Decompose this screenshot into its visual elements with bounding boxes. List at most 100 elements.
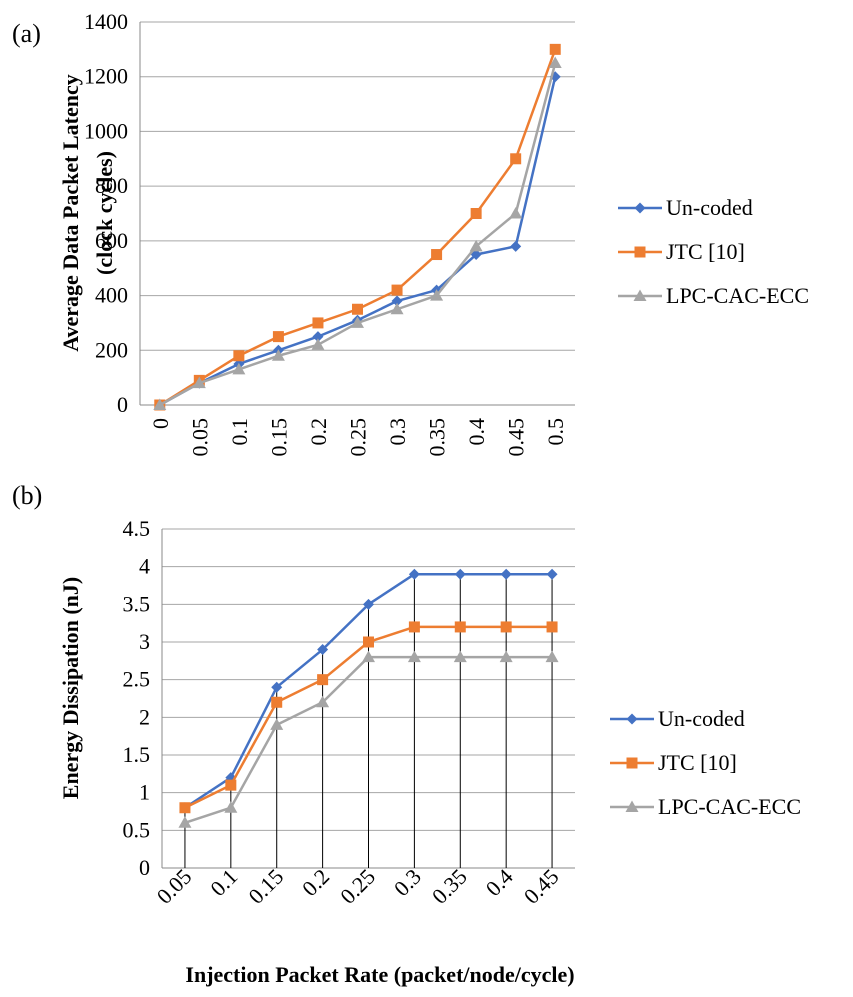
data-point [271,349,285,361]
x-tick-label: 0.1 [205,864,242,901]
data-point [225,779,237,791]
x-tick-label: 0.15 [243,864,288,909]
series-line [159,62,557,407]
data-point [272,331,284,343]
legend-label: Un-coded [658,706,745,731]
data-point [500,568,512,580]
data-point [549,43,561,55]
data-point [363,636,374,648]
x-tick-label: 0.2 [306,418,331,446]
legend-label: JTC [10] [658,750,737,775]
data-point [311,338,325,350]
data-point [179,802,191,814]
data-point [454,621,466,633]
chart-b: (b) Energy Dissipation (nJ) 0 0.5 1 1.5 2 2.5… [12,481,801,909]
x-tick-label: 0.05 [152,864,197,909]
x-tick-label: 0.3 [385,418,410,446]
x-tick-label: 0.45 [504,418,529,457]
data-point [453,650,467,663]
y-ticks-b: 0 0.5 1 1.5 2 2.5 3 3.5 4 4.5 [123,516,151,880]
data-point [271,696,283,708]
data-point [408,621,420,633]
legend-label: LPC-CAC-ECC [666,283,809,308]
data-point [408,568,420,580]
x-ticks-a: 0 0.05 0.1 0.15 0.2 0.25 0.3 0.35 0.4 0.45 0.5 [148,418,568,457]
data-point [153,398,167,410]
data-point [430,289,444,301]
x-tick-label: 0.15 [266,418,291,457]
data-point [316,695,330,708]
x-tick-label: 0.3 [389,864,426,901]
data-point [545,650,559,663]
data-point [391,284,403,296]
data-point [312,317,324,329]
x-tick-label: 0.25 [346,418,371,457]
x-axis-title: Injection Packet Rate (packet/node/cycle… [185,962,574,987]
y-tick-label: 4.5 [123,516,151,541]
x-tick-label: 0.4 [464,418,489,446]
x-tick-label: 0.5 [543,418,568,446]
data-point [192,376,206,389]
data-point [362,650,375,663]
y-axis-title-a-line1: Average Data Packet Latency [58,74,83,352]
legend-label: LPC-CAC-ECC [658,794,801,819]
y-tick-label: 2 [139,704,150,729]
data-point [224,801,238,813]
data-point [546,568,558,580]
series-b [178,568,559,828]
y-tick-label: 1400 [84,9,128,34]
x-tick-label: 0.05 [187,418,212,457]
data-point [510,153,522,165]
panel-label-a: (a) [12,19,41,48]
data-point [391,295,403,307]
data-point [470,249,482,261]
y-tick-label: 1000 [84,118,128,143]
data-point [470,208,482,219]
y-tick-label: 0 [139,855,150,880]
data-point [509,207,523,219]
legend-marker [634,202,646,214]
data-point [178,816,192,828]
data-point [312,331,324,343]
x-tick-label: 0.2 [297,864,334,901]
data-point [431,249,443,261]
y-ticks-a: 0 200 400 600 800 1000 1200 1400 [84,9,128,417]
legend-marker [626,757,638,769]
y-tick-label: 3 [139,629,150,654]
y-axis-title-a-line2: (clock cycles) [92,151,117,275]
data-point [271,681,283,693]
chart-a: (a) Average Data Packet Latency (clock c… [12,9,809,457]
data-point [233,350,245,362]
drop-lines-b [184,574,553,868]
y-tick-label: 800 [95,173,128,198]
data-point [352,303,363,315]
y-tick-label: 1 [139,780,150,805]
data-point [317,674,329,686]
series-line [159,48,557,407]
data-point [499,650,513,663]
x-tick-label: 0.35 [427,864,472,909]
data-point [363,598,374,610]
y-tick-label: 1.5 [123,742,151,767]
legend-marker [625,800,639,812]
y-tick-label: 2.5 [123,667,151,692]
y-tick-label: 0.5 [123,817,151,842]
x-tick-label: 0.45 [519,864,564,909]
y-tick-label: 3.5 [123,591,151,616]
data-point [500,621,512,633]
y-tick-label: 0 [117,392,128,417]
legend-label: JTC [10] [666,239,745,264]
data-point [351,316,364,328]
x-tick-label: 0.4 [481,864,518,901]
legend-a: Un-coded JTC [10] LPC-CAC-ECC [618,195,809,308]
legend-b: Un-coded JTC [10] LPC-CAC-ECC [610,706,801,819]
data-point [454,568,466,580]
legend-label: Un-coded [666,195,753,220]
data-point [270,718,284,730]
data-point [546,621,558,633]
y-tick-label: 200 [95,337,128,362]
y-tick-label: 4 [139,554,150,579]
legend-marker [634,246,646,258]
x-tick-label: 0.1 [227,418,252,446]
y-tick-label: 600 [95,228,128,253]
